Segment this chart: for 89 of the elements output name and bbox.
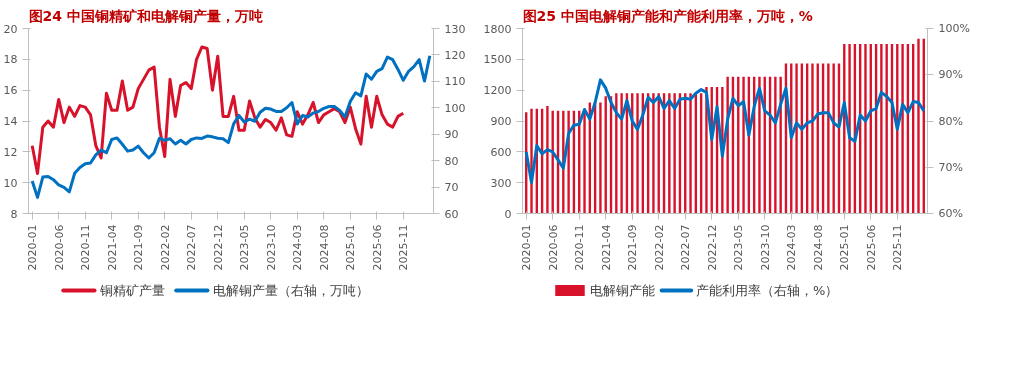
x-tick-label: 2025-11 xyxy=(891,224,905,271)
line-series xyxy=(30,45,405,175)
x-tick-label: 2021-09 xyxy=(132,224,146,271)
x-tick-label: 2022-07 xyxy=(185,224,199,271)
x-tick-label: 2023-05 xyxy=(238,224,252,271)
y2-tick-label: 90 xyxy=(444,128,459,142)
line-series xyxy=(524,78,926,185)
y2-tick-label: 90% xyxy=(938,68,963,82)
x-tick-label: 2020-11 xyxy=(573,224,587,271)
bar xyxy=(636,93,639,214)
x-tick-label: 2022-02 xyxy=(158,224,172,271)
bar xyxy=(652,93,655,214)
y-tick-label: 300 xyxy=(490,176,512,190)
x-tick-label: 2024-03 xyxy=(785,224,799,271)
x-tick-label: 2025-06 xyxy=(370,224,384,271)
y2-tick-label: 120 xyxy=(444,48,466,62)
legend-label: 铜精矿产量 xyxy=(98,283,165,298)
legend-label: 产能利用率（右轴，%） xyxy=(696,283,839,298)
bar xyxy=(779,76,782,214)
bar xyxy=(774,76,777,214)
bar xyxy=(795,63,798,214)
x-tick-label: 2023-10 xyxy=(264,224,278,271)
x-tick-label: 2020-11 xyxy=(79,224,93,271)
bar xyxy=(917,38,920,214)
bar xyxy=(599,102,602,214)
y-tick-label: 900 xyxy=(490,115,512,128)
y2-tick-label: 110 xyxy=(444,75,466,89)
x-tick-label: 2020-01 xyxy=(26,224,40,271)
x-tick-label: 2020-06 xyxy=(546,224,560,271)
y-tick-label: 12 xyxy=(3,145,18,159)
chart-title: 图24 中国铜精矿和电解铜产量，万吨 xyxy=(28,7,263,24)
bar xyxy=(811,63,814,214)
y-tick-label: 14 xyxy=(3,115,18,128)
legend-label: 电解铜产量（右轴，万吨） xyxy=(212,283,369,298)
y2-tick-label: 130 xyxy=(444,22,466,36)
x-tick-label: 2025-06 xyxy=(864,224,878,271)
x-tick-label: 2022-12 xyxy=(705,224,719,271)
x-tick-label: 2023-10 xyxy=(758,224,772,271)
x-tick-label: 2024-08 xyxy=(317,224,331,271)
bar xyxy=(885,43,888,214)
x-tick-label: 2023-05 xyxy=(732,224,746,271)
x-tick-label: 2020-06 xyxy=(52,224,66,271)
y2-tick-label: 80% xyxy=(938,114,963,128)
legend-label: 电解铜产能 xyxy=(589,283,655,298)
bar xyxy=(827,63,830,214)
y2-tick-label: 60% xyxy=(938,207,963,220)
chart-title: 图25 中国电解铜产能和产能利用率，万吨，% xyxy=(522,7,813,24)
y2-tick-label: 80 xyxy=(444,154,459,168)
bar xyxy=(620,93,623,214)
y-tick-label: 16 xyxy=(3,84,18,98)
y2-tick-label: 100% xyxy=(938,22,970,35)
y-tick-label: 10 xyxy=(3,176,18,190)
bar xyxy=(880,43,883,214)
x-tick-label: 2022-12 xyxy=(211,224,225,271)
bar xyxy=(668,93,671,214)
x-tick-label: 2025-01 xyxy=(344,224,358,271)
x-tick-label: 2024-03 xyxy=(291,224,305,271)
bar xyxy=(673,93,676,214)
bar xyxy=(758,76,761,214)
y-tick-label: 1500 xyxy=(483,53,512,67)
bar xyxy=(848,43,851,214)
bar xyxy=(742,76,745,214)
x-tick-label: 2025-01 xyxy=(838,224,852,271)
bar xyxy=(832,63,835,214)
bar xyxy=(689,93,692,214)
y-tick-label: 18 xyxy=(3,53,18,67)
y2-tick-label: 100 xyxy=(444,101,466,115)
x-tick-label: 2022-02 xyxy=(652,224,666,271)
y2-tick-label: 70% xyxy=(938,160,963,174)
x-tick-label: 2021-09 xyxy=(626,224,640,271)
y-tick-label: 1200 xyxy=(483,84,512,98)
y2-tick-label: 60 xyxy=(444,207,459,221)
bar xyxy=(615,93,618,214)
x-tick-label: 2022-07 xyxy=(679,224,693,271)
x-tick-label: 2021-04 xyxy=(599,224,613,271)
bar xyxy=(901,43,904,214)
y-tick-label: 20 xyxy=(3,22,18,36)
y2-tick-label: 70 xyxy=(444,181,459,195)
y-tick-label: 8 xyxy=(10,207,18,221)
bar xyxy=(546,106,549,214)
y-tick-label: 1800 xyxy=(483,22,512,36)
bar xyxy=(864,43,867,214)
x-tick-label: 2021-04 xyxy=(105,224,119,271)
y-tick-label: 0 xyxy=(504,207,512,221)
line-series xyxy=(30,54,432,199)
x-tick-label: 2020-01 xyxy=(520,224,534,271)
x-tick-label: 2025-11 xyxy=(397,224,411,271)
x-tick-label: 2024-08 xyxy=(811,224,825,271)
y-tick-label: 600 xyxy=(490,145,512,159)
